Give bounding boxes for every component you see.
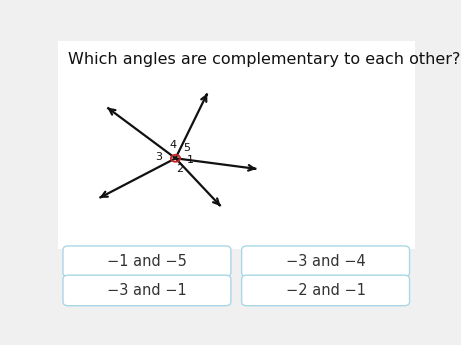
- Text: 4: 4: [169, 140, 176, 150]
- Text: 5: 5: [183, 143, 190, 153]
- FancyBboxPatch shape: [242, 246, 409, 276]
- Text: −2 and −1: −2 and −1: [285, 283, 366, 298]
- Text: Which angles are complementary to each other?: Which angles are complementary to each o…: [68, 52, 461, 67]
- Text: 1: 1: [187, 155, 194, 165]
- Text: −3 and −1: −3 and −1: [107, 283, 187, 298]
- Text: −3 and −4: −3 and −4: [286, 254, 366, 269]
- Text: −1 and −5: −1 and −5: [107, 254, 187, 269]
- FancyBboxPatch shape: [63, 275, 231, 306]
- FancyBboxPatch shape: [63, 246, 231, 276]
- Text: 2: 2: [176, 165, 183, 175]
- FancyBboxPatch shape: [242, 275, 409, 306]
- FancyBboxPatch shape: [58, 41, 415, 249]
- Text: 3: 3: [155, 152, 162, 162]
